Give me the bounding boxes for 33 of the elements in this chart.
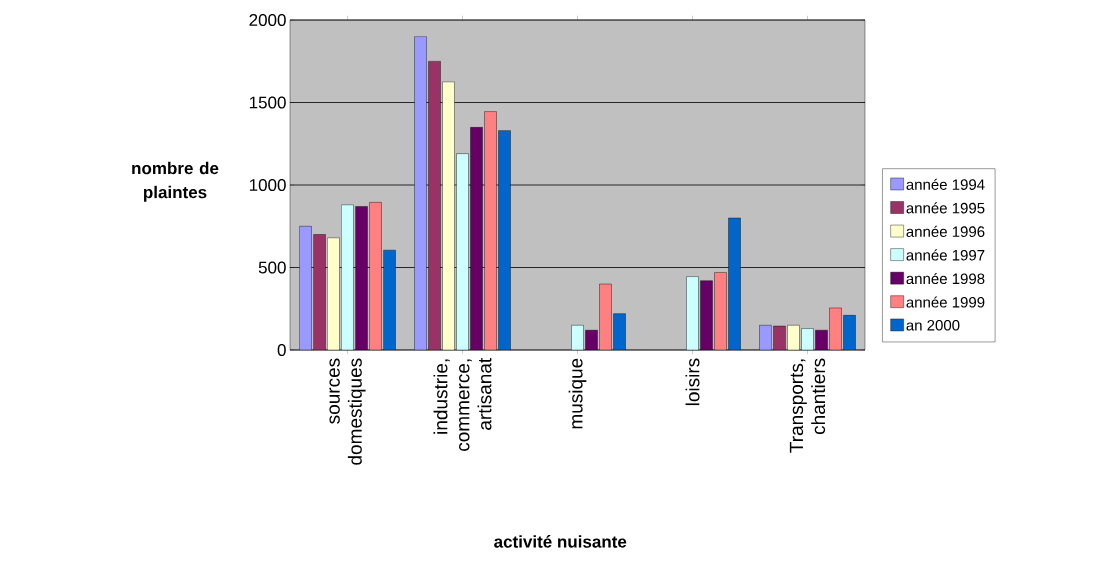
x-tick-label: industrie, commerce, artisanat: [433, 357, 492, 451]
bar: [341, 204, 354, 350]
bar: [428, 61, 441, 350]
bar: [383, 249, 396, 350]
y-tick-label: 2000: [249, 13, 286, 27]
bar: [498, 130, 511, 350]
y-axis-title: nombre de plaintes: [132, 161, 219, 202]
legend-label: année 1999: [906, 296, 985, 308]
y-tick-label: 0: [277, 343, 286, 357]
legend-label: année 1994: [906, 178, 985, 190]
x-tick-label: musique: [568, 358, 587, 429]
y-tick-label: 1500: [249, 96, 286, 109]
y-tick-label: 1000: [249, 178, 286, 192]
legend-label: année 1995: [906, 202, 985, 214]
bar: [728, 217, 741, 350]
x-tick-label: loisirs: [685, 358, 700, 406]
x-tick-label: sources domestiques: [329, 358, 366, 465]
legend-label: année 1996: [906, 225, 985, 237]
bar: [700, 280, 713, 350]
bar: [313, 234, 326, 350]
bar: [484, 111, 497, 350]
bar: [686, 276, 699, 350]
bar: [369, 202, 382, 350]
bar: [456, 153, 469, 350]
bar: [355, 206, 368, 350]
bar: [714, 272, 727, 350]
y-tick-label: 500: [258, 261, 286, 274]
x-axis-title: activité nuisante: [494, 535, 627, 548]
legend-label: année 1998: [906, 272, 985, 285]
legend-label: an 2000: [906, 319, 960, 331]
x-tick-label: Transports, chantiers: [789, 358, 826, 453]
bar: [470, 127, 483, 350]
legend-label: année 1997: [906, 249, 985, 261]
